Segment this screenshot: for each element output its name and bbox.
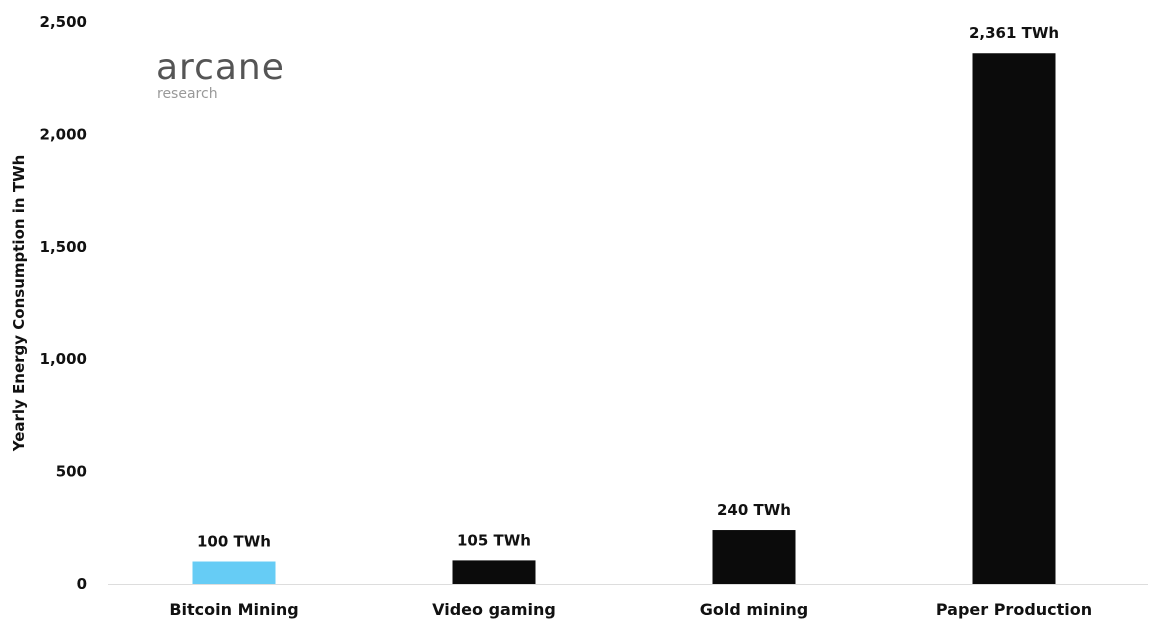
data-label: 100 TWh [197,533,271,551]
category-labels: Bitcoin Mining Video gaming Gold mining Pap… [169,600,1092,619]
bar [192,561,276,584]
data-label: 240 TWh [717,501,791,519]
y-axis-label: Yearly Energy Consumption in TWh [10,155,28,453]
bar [452,560,536,584]
data-label: 2,361 TWh [969,24,1059,42]
y-tick-label: 0 [77,575,87,593]
category-label: Gold mining [700,600,809,619]
data-labels: 100 TWh 105 TWh 240 TWh 2,361 TWh [197,24,1059,550]
category-label: Video gaming [432,600,556,619]
y-tick-label: 2,500 [40,13,87,31]
logo-sub: research [157,86,218,102]
bar [712,530,796,584]
y-tick-label: 1,500 [40,238,87,256]
data-label: 105 TWh [457,531,531,549]
arcane-research-logo: arcane research [156,47,285,102]
category-label: Bitcoin Mining [169,600,298,619]
y-axis-ticks: 0 500 1,000 1,500 2,000 2,500 [40,13,87,593]
y-tick-label: 1,000 [40,350,87,368]
y-tick-label: 500 [56,463,87,481]
bar [972,53,1056,585]
bars [192,53,1056,585]
y-tick-label: 2,000 [40,125,87,143]
logo-name: arcane [156,47,285,88]
category-label: Paper Production [936,600,1092,619]
